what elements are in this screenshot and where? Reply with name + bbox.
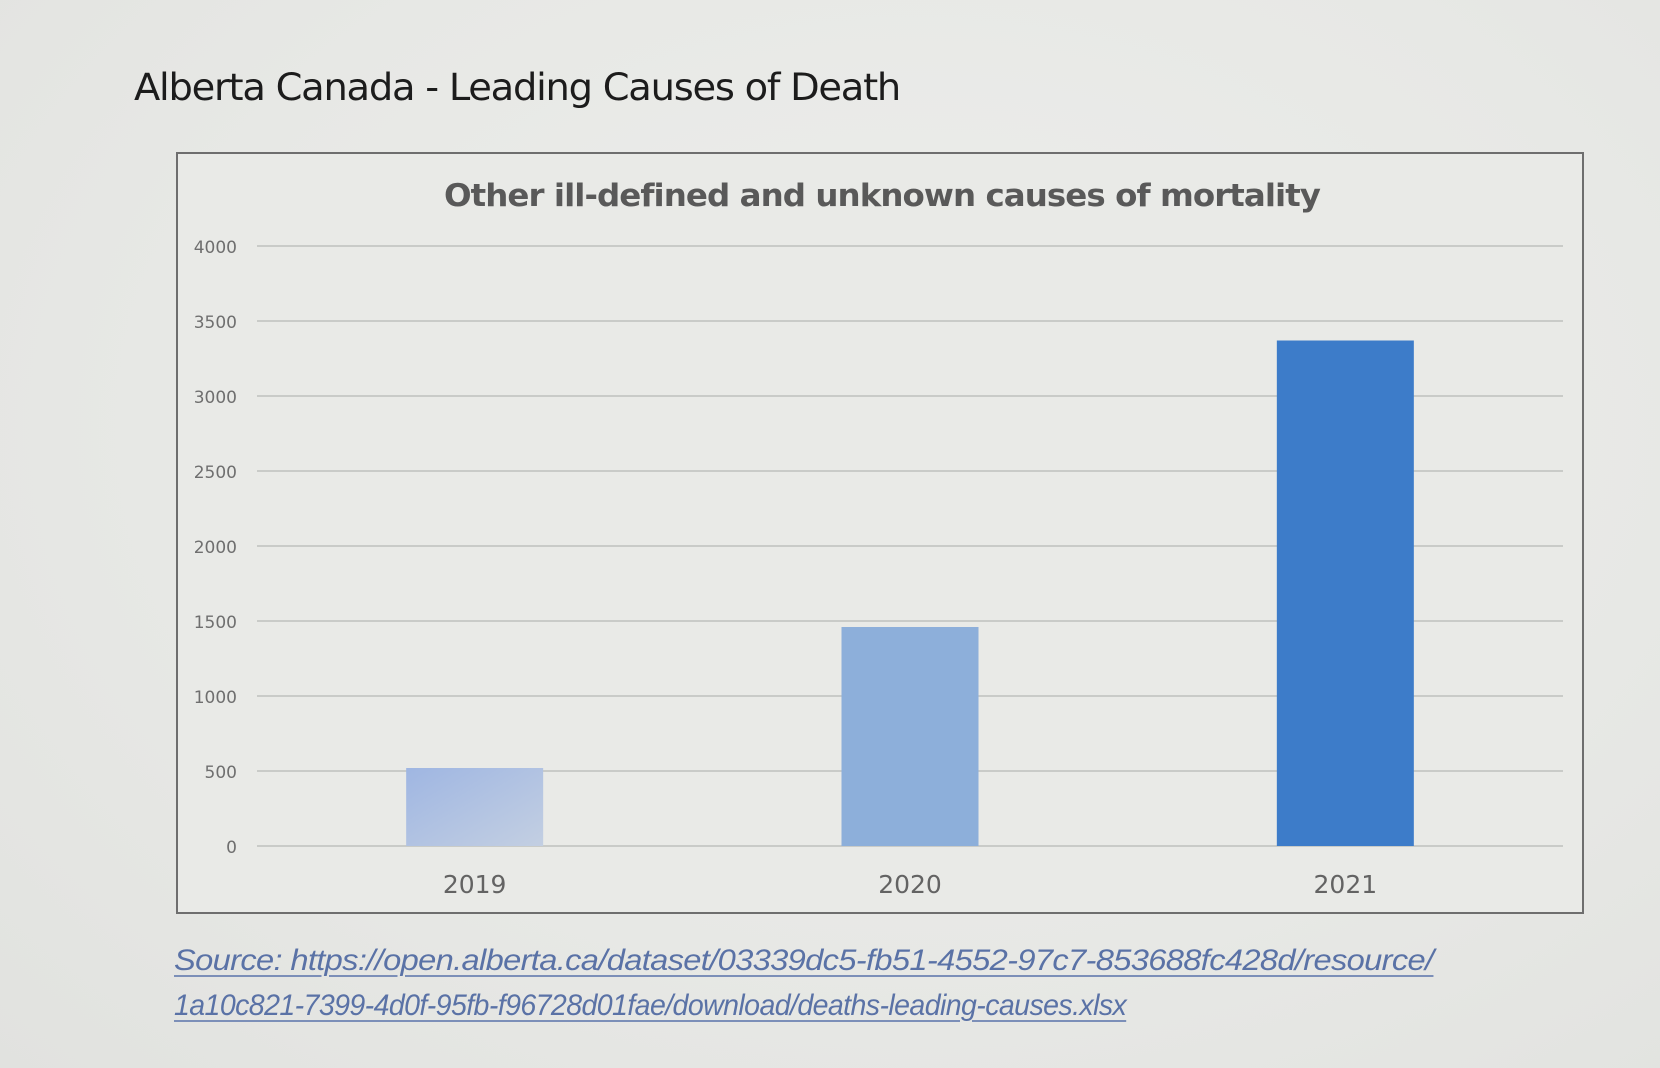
y-tick-label: 500 bbox=[205, 763, 237, 783]
y-tick-label: 2000 bbox=[194, 538, 237, 558]
y-tick-label: 3000 bbox=[194, 388, 237, 408]
y-axis-ticks: 0 500 1000 1500 2000 2500 3000 3500 4000 bbox=[194, 238, 237, 858]
source-link-line-2[interactable]: 1a10c821-7399-4d0f-95fb-f96728d01fae/dow… bbox=[174, 989, 1127, 1022]
x-axis-ticks: 2019 2020 2021 bbox=[443, 870, 1377, 899]
y-tick-label: 3500 bbox=[194, 313, 237, 333]
x-tick-label: 2021 bbox=[1314, 870, 1378, 899]
x-tick-label: 2020 bbox=[878, 870, 942, 899]
bars bbox=[406, 340, 1414, 846]
bar-2020 bbox=[841, 627, 979, 846]
y-tick-label: 1500 bbox=[194, 613, 237, 633]
x-tick-label: 2019 bbox=[443, 870, 507, 899]
source-link-line-1[interactable]: Source: https://open.alberta.ca/dataset/… bbox=[174, 944, 1434, 977]
bar-chart: Other ill-defined and unknown causes of … bbox=[194, 178, 1563, 899]
y-tick-label: 0 bbox=[226, 838, 237, 858]
chart-frame: Other ill-defined and unknown causes of … bbox=[176, 152, 1584, 914]
chart-title: Other ill-defined and unknown causes of … bbox=[444, 178, 1321, 214]
y-tick-label: 2500 bbox=[194, 463, 237, 483]
bar-2019 bbox=[406, 768, 544, 846]
bar-2021 bbox=[1276, 340, 1414, 846]
y-tick-label: 1000 bbox=[194, 688, 237, 708]
slide-title: Alberta Canada - Leading Causes of Death bbox=[134, 66, 901, 109]
y-tick-label: 4000 bbox=[194, 238, 237, 258]
source-citation: Source: https://open.alberta.ca/dataset/… bbox=[174, 938, 1434, 1028]
